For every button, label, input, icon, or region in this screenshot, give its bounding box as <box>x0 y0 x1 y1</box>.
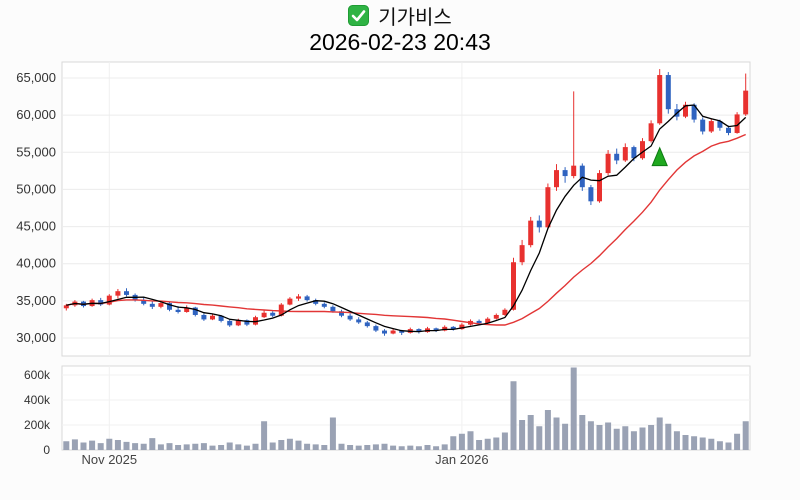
svg-text:45,000: 45,000 <box>16 219 56 234</box>
svg-text:Nov 2025: Nov 2025 <box>81 452 137 467</box>
checked-checkbox-icon[interactable] <box>348 4 370 26</box>
ma-slow-line <box>66 133 746 326</box>
signal-triangle-marker <box>651 146 668 167</box>
svg-text:30,000: 30,000 <box>16 330 56 345</box>
x-axis-labels: Nov 2025 Jan 2026 <box>81 452 488 467</box>
svg-text:Jan 2026: Jan 2026 <box>435 452 489 467</box>
svg-text:55,000: 55,000 <box>16 144 56 159</box>
svg-text:50,000: 50,000 <box>16 181 56 196</box>
ma-fast-line <box>66 104 747 333</box>
chart-header: 기가비스 2026-02-23 20:43 <box>0 2 800 56</box>
svg-text:400k: 400k <box>24 393 51 407</box>
svg-text:0: 0 <box>43 443 50 457</box>
chart-timestamp: 2026-02-23 20:43 <box>309 29 491 55</box>
svg-text:200k: 200k <box>24 418 51 432</box>
stock-symbol: 기가비스 <box>378 6 452 29</box>
svg-text:40,000: 40,000 <box>16 256 56 271</box>
svg-text:65,000: 65,000 <box>16 70 56 85</box>
title-row: 기가비스 <box>0 2 800 29</box>
volume-gridlines-and-labels: 0 200k 400k 600k <box>24 368 750 457</box>
svg-text:60,000: 60,000 <box>16 107 56 122</box>
price-gridlines-and-labels: 30,000 35,000 40,000 45,000 50,000 55,000 60,0… <box>16 70 750 345</box>
svg-text:35,000: 35,000 <box>16 293 56 308</box>
volume-bars <box>63 367 749 450</box>
price-panel <box>61 61 751 357</box>
volume-panel <box>61 365 751 451</box>
svg-text:600k: 600k <box>24 368 51 382</box>
